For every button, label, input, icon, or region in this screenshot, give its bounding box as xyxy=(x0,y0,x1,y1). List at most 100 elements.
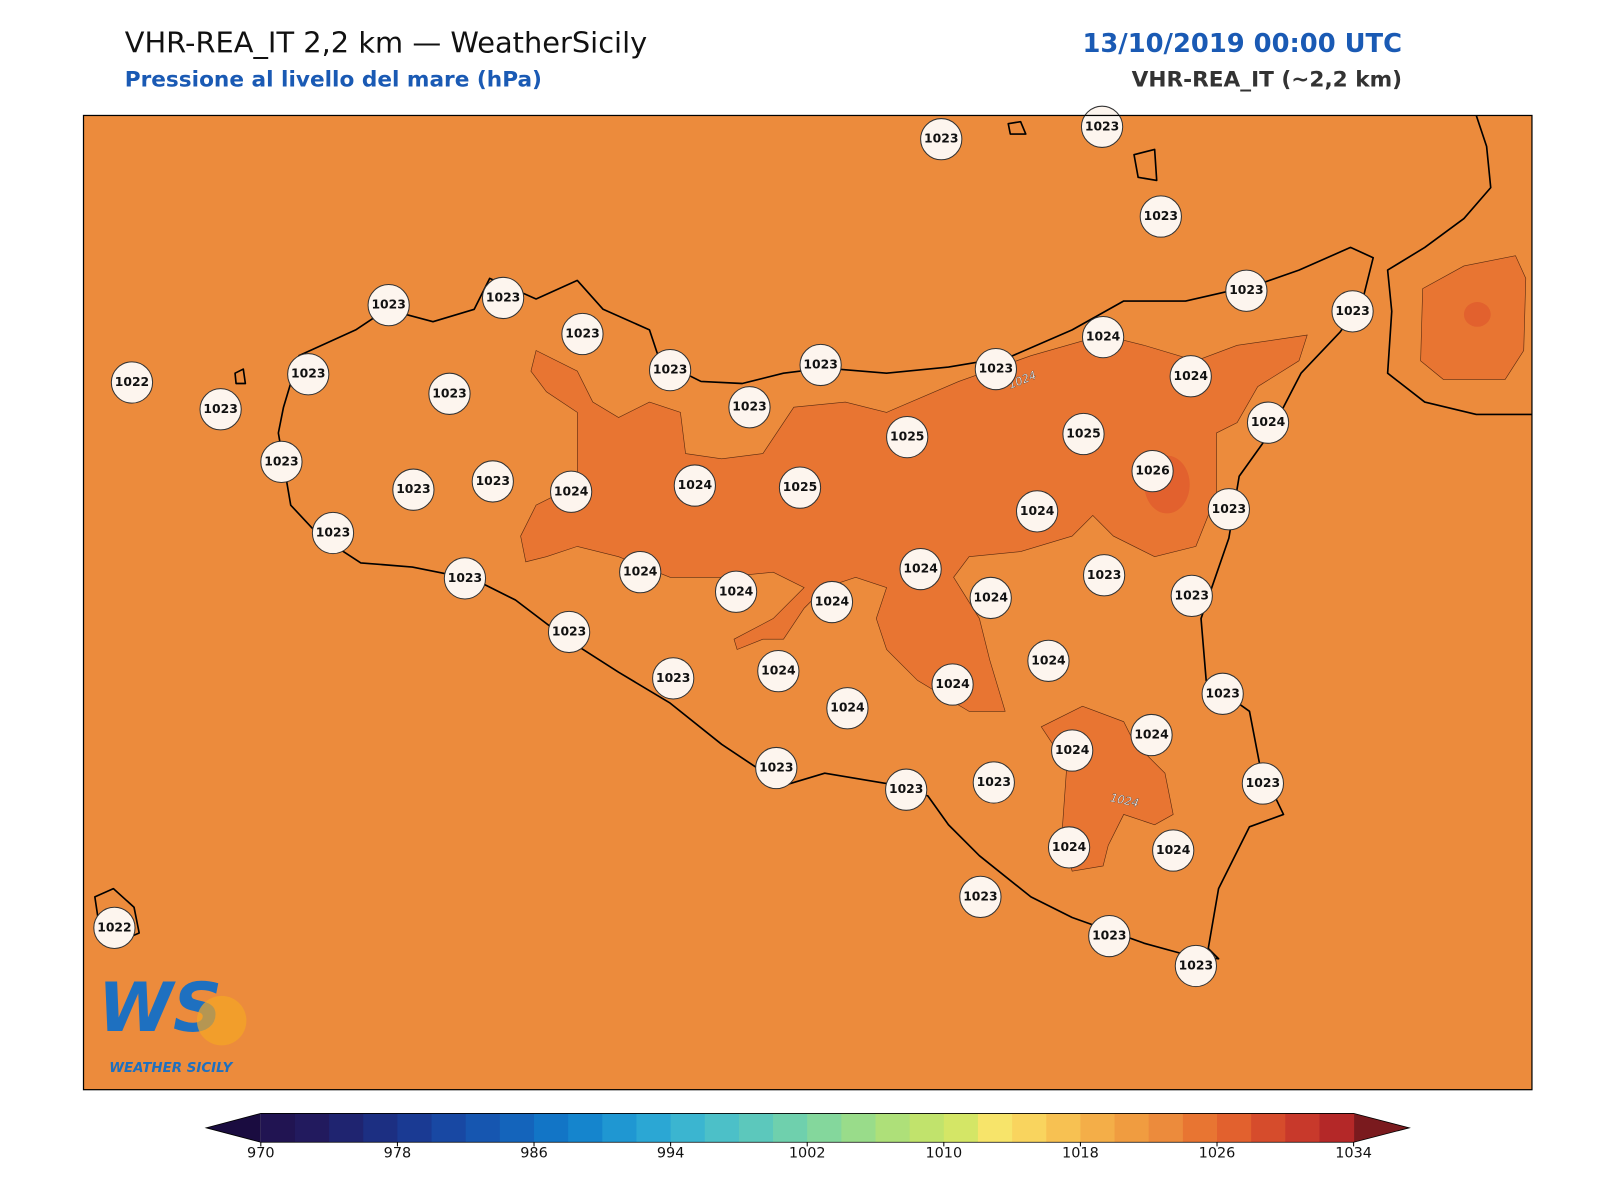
station-value: 1024 xyxy=(1020,504,1055,518)
station-value: 1023 xyxy=(316,525,350,539)
station: 1023 xyxy=(1139,195,1182,238)
station-value: 1024 xyxy=(1251,415,1286,429)
station: 1024 xyxy=(714,570,758,613)
station-marker xyxy=(287,353,330,396)
station-value: 1023 xyxy=(264,454,298,468)
station-value: 1024 xyxy=(974,590,1009,604)
station: 1024 xyxy=(810,580,854,624)
colorbar-bin xyxy=(875,1113,911,1143)
station-marker xyxy=(260,440,303,483)
station-marker xyxy=(1201,672,1244,715)
station-marker xyxy=(1225,269,1268,312)
colorbar-tick-label: 1034 xyxy=(1335,1146,1372,1162)
station: 1023 xyxy=(428,372,471,415)
station-marker xyxy=(1174,944,1218,988)
station-value: 1023 xyxy=(552,624,586,638)
station: 1023 xyxy=(755,746,798,790)
station: 1023 xyxy=(648,348,692,392)
station-marker xyxy=(757,649,800,693)
colorbar-tick-label: 1010 xyxy=(925,1146,962,1162)
station-value: 1026 xyxy=(1135,464,1169,478)
colorbar-bin xyxy=(465,1113,501,1143)
station-value: 1023 xyxy=(1087,568,1121,582)
station-marker xyxy=(1015,490,1059,533)
station: 1023 xyxy=(260,440,303,483)
station-marker xyxy=(1080,105,1124,148)
station: 1023 xyxy=(1170,574,1213,618)
station-marker xyxy=(648,348,692,392)
station: 1023 xyxy=(799,343,842,387)
station-value: 1023 xyxy=(979,362,1013,376)
station-marker xyxy=(714,570,758,613)
station-value: 1022 xyxy=(115,375,149,389)
station-value: 1023 xyxy=(1144,209,1178,223)
station-value: 1023 xyxy=(963,889,997,903)
colorbar-tick-label: 1018 xyxy=(1062,1146,1099,1162)
station: 1024 xyxy=(899,547,942,591)
title: VHR-REA_IT 2,2 km — WeatherSicily xyxy=(125,25,647,59)
station-value: 1023 xyxy=(803,357,837,371)
colorbar-bin xyxy=(773,1113,808,1143)
station-marker xyxy=(93,906,136,949)
colorbar-tick-label: 970 xyxy=(247,1146,275,1162)
station: 1022 xyxy=(110,361,154,404)
station-value: 1025 xyxy=(783,480,817,494)
station: 1026 xyxy=(1131,449,1174,493)
station-marker xyxy=(799,343,842,387)
station-value: 1024 xyxy=(678,478,713,492)
station-value: 1023 xyxy=(1175,588,1209,602)
contour-label: 1024 xyxy=(1109,790,1140,810)
station: 1023 xyxy=(392,468,435,511)
station-marker xyxy=(110,361,154,404)
station: 1023 xyxy=(1201,672,1244,715)
station-marker xyxy=(619,551,662,594)
station: 1024 xyxy=(619,551,662,594)
station: 1023 xyxy=(481,276,525,320)
station-value: 1024 xyxy=(1134,728,1169,742)
station-marker xyxy=(1152,829,1195,872)
station-marker xyxy=(1139,195,1182,238)
station: 1024 xyxy=(969,576,1012,620)
island xyxy=(94,120,1158,945)
high-pressure-core xyxy=(1463,302,1491,327)
station-value: 1023 xyxy=(448,571,482,585)
station: 1023 xyxy=(367,284,410,327)
station: 1023 xyxy=(199,388,242,431)
colorbar: 970 978 986 994 1002 1010 1018 1026 1034 xyxy=(204,1112,1411,1162)
station-marker xyxy=(920,118,963,161)
station-marker xyxy=(673,464,716,507)
logo-text: WEATHER SICILY xyxy=(109,1061,233,1076)
station-marker xyxy=(1051,729,1094,772)
station-value: 1024 xyxy=(761,664,796,678)
station-marker xyxy=(471,460,514,503)
station-marker xyxy=(1331,290,1374,333)
station: 1023 xyxy=(1082,554,1126,597)
station: 1023 xyxy=(547,610,591,654)
station-value: 1023 xyxy=(977,775,1011,789)
colorbar-tick-label: 978 xyxy=(384,1146,412,1162)
station-marker xyxy=(367,284,410,327)
station-value: 1023 xyxy=(1212,502,1246,516)
station-value: 1023 xyxy=(656,671,690,685)
station: 1023 xyxy=(728,386,771,429)
station-marker xyxy=(1082,554,1126,597)
station: 1024 xyxy=(1130,713,1173,757)
colorbar-bin xyxy=(636,1113,672,1143)
station-marker xyxy=(974,347,1018,391)
station-marker xyxy=(481,276,525,320)
station-marker xyxy=(1170,574,1213,618)
station-value: 1025 xyxy=(890,430,924,444)
map-frame xyxy=(82,114,1533,1091)
colorbar-bin xyxy=(1046,1113,1081,1143)
station-value: 1023 xyxy=(1205,686,1239,700)
station-value: 1023 xyxy=(291,367,325,381)
station: 1023 xyxy=(1174,944,1218,988)
station-value: 1023 xyxy=(1246,776,1280,790)
colorbar-bin xyxy=(841,1113,877,1143)
station-value: 1023 xyxy=(203,402,237,416)
colorbar-bin xyxy=(977,1113,1013,1143)
station: 1023 xyxy=(974,347,1018,391)
station: 1024 xyxy=(826,687,869,730)
colorbar-bin xyxy=(534,1113,569,1143)
